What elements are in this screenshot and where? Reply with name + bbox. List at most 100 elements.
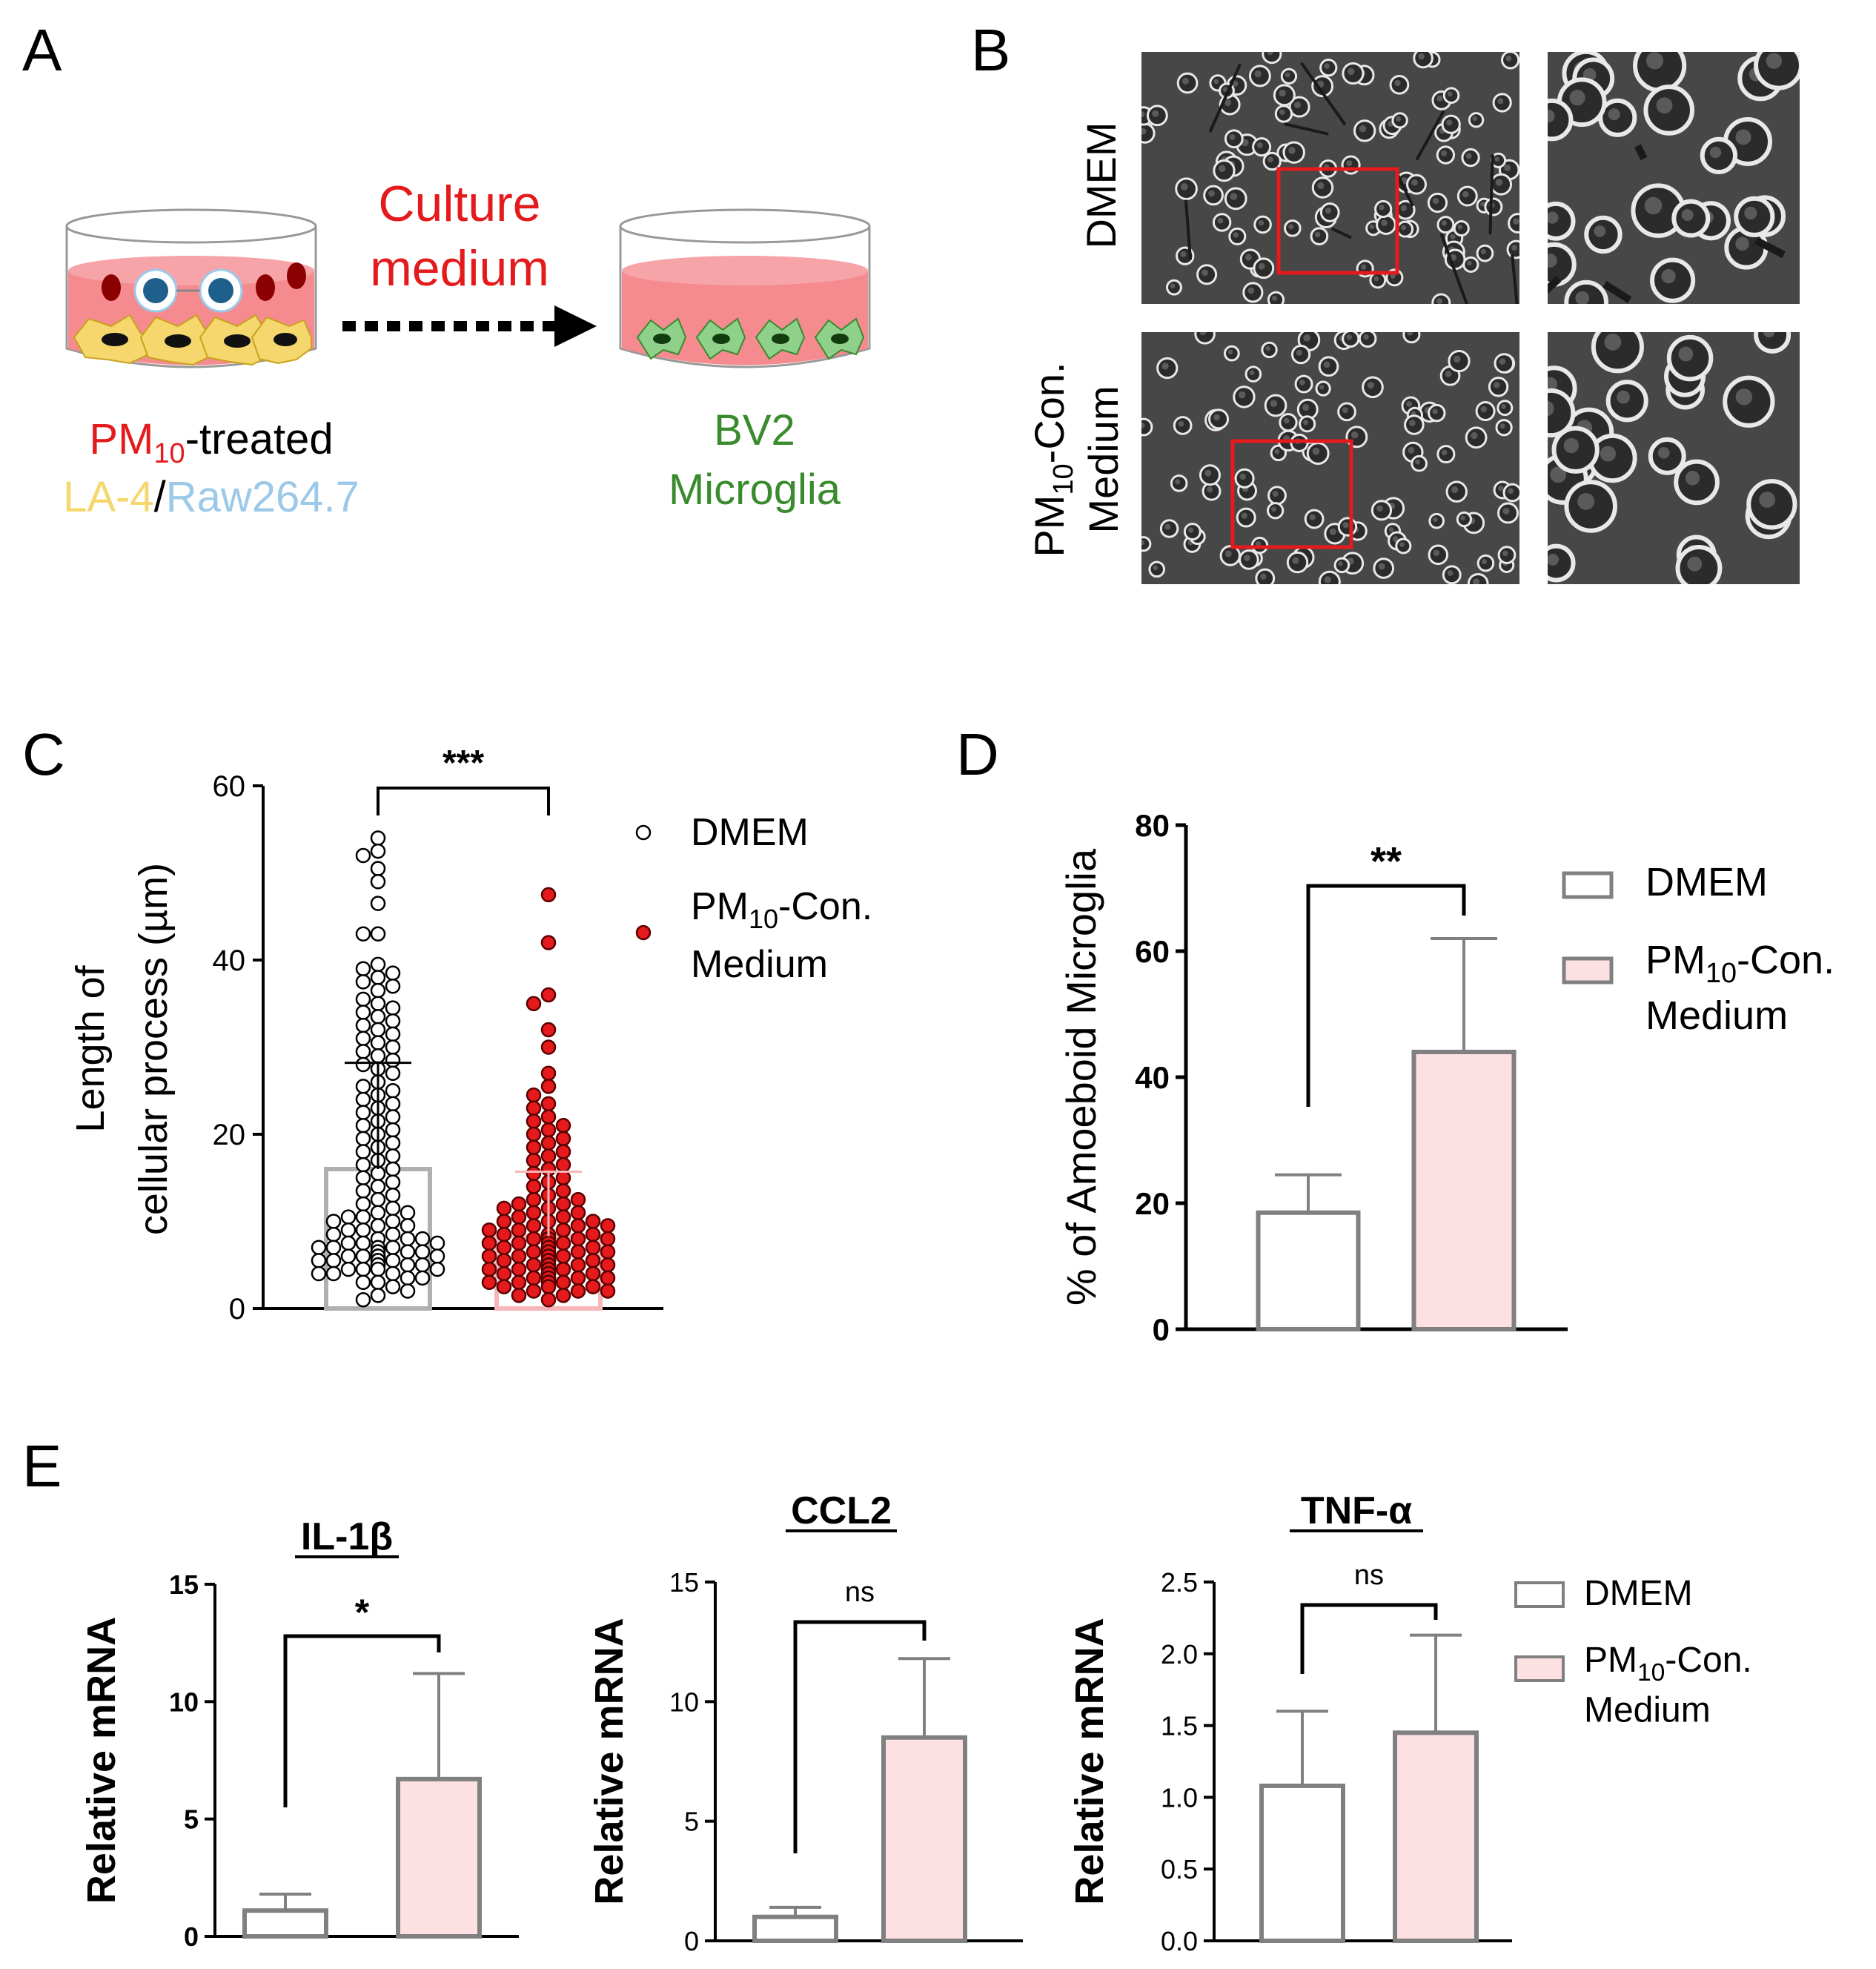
chart-title: CCL2 bbox=[791, 1489, 892, 1532]
data-point bbox=[385, 1039, 401, 1055]
data-point bbox=[555, 1118, 571, 1134]
significance-label: * bbox=[355, 1592, 370, 1633]
micrograph-pm-zoom bbox=[1548, 332, 1800, 584]
y-tick-label: 1.0 bbox=[1161, 1782, 1198, 1813]
y-tick-label: 5 bbox=[184, 1804, 199, 1835]
data-point bbox=[511, 1235, 527, 1251]
pm-particle bbox=[287, 262, 306, 289]
data-point bbox=[370, 970, 386, 985]
data-point bbox=[555, 1156, 571, 1173]
data-point bbox=[540, 1292, 557, 1308]
significance-bracket bbox=[1306, 884, 1466, 1107]
y-tick-label: 40 bbox=[213, 944, 246, 977]
source-dish bbox=[65, 208, 317, 368]
y-tick-label: 60 bbox=[213, 770, 246, 803]
data-point bbox=[570, 1231, 586, 1247]
y-tick-label: 0 bbox=[1153, 1312, 1170, 1347]
data-point bbox=[481, 1248, 497, 1264]
data-point bbox=[355, 1261, 371, 1277]
legend-label-dmem: DMEM bbox=[1645, 860, 1768, 904]
y-tick-label: 0.5 bbox=[1161, 1854, 1198, 1884]
bar-dmem bbox=[752, 1914, 838, 1944]
chart-title: TNF-α bbox=[1301, 1489, 1412, 1532]
data-point bbox=[355, 1079, 371, 1094]
y-tick-label: 20 bbox=[213, 1119, 246, 1151]
data-point bbox=[370, 1191, 386, 1208]
data-point bbox=[526, 1231, 542, 1247]
data-point bbox=[370, 1179, 386, 1194]
data-point bbox=[600, 1244, 616, 1260]
y-tick-label: 40 bbox=[1135, 1060, 1170, 1095]
data-point bbox=[355, 1274, 371, 1290]
data-point bbox=[429, 1261, 445, 1277]
micrograph-dmem-zoom bbox=[1548, 52, 1800, 304]
y-tick-label: 0 bbox=[184, 1922, 199, 1952]
data-point bbox=[540, 1022, 557, 1038]
data-point bbox=[325, 1214, 342, 1229]
data-point bbox=[385, 1279, 401, 1294]
data-point bbox=[600, 1270, 616, 1286]
panel-d-letter: D bbox=[956, 721, 999, 787]
data-point bbox=[555, 1261, 571, 1277]
chart-e-il1b: 0 5 10 15 Relative mRNA IL-1β * bbox=[79, 1515, 519, 1952]
data-point bbox=[385, 1265, 401, 1282]
data-point bbox=[526, 1126, 542, 1142]
data-point bbox=[540, 1079, 557, 1094]
data-point bbox=[355, 1196, 371, 1212]
data-point bbox=[570, 1270, 586, 1286]
data-point bbox=[400, 1270, 416, 1286]
y-axis-label: % of Amoeboid Microglia bbox=[1058, 848, 1104, 1306]
data-point bbox=[325, 1240, 342, 1255]
y-tick-label: 0 bbox=[229, 1293, 245, 1326]
data-point bbox=[370, 896, 386, 911]
data-point bbox=[570, 1257, 586, 1273]
target-label-line2: Microglia bbox=[669, 466, 841, 514]
data-point bbox=[585, 1253, 601, 1268]
data-point bbox=[370, 956, 386, 973]
legend-swatch-dmem bbox=[1562, 871, 1614, 899]
y-tick-label: 5 bbox=[684, 1807, 699, 1837]
legend-label-pm-line2: Medium bbox=[691, 943, 828, 986]
y-tick-label: 15 bbox=[169, 1569, 199, 1600]
data-point bbox=[414, 1257, 431, 1273]
data-point bbox=[526, 1191, 542, 1208]
data-point bbox=[370, 1022, 386, 1038]
data-point bbox=[355, 1005, 371, 1020]
micrograph-grid bbox=[1141, 52, 1800, 584]
data-point bbox=[355, 1209, 371, 1225]
data-point bbox=[370, 1288, 386, 1303]
data-point bbox=[355, 991, 371, 1007]
micrograph-pm-overview bbox=[1141, 332, 1519, 584]
chart-title: IL-1β bbox=[301, 1515, 393, 1558]
pm-particle bbox=[102, 274, 121, 301]
data-point bbox=[526, 1218, 542, 1234]
data-point bbox=[555, 1209, 571, 1225]
data-point bbox=[496, 1265, 512, 1282]
data-point bbox=[481, 1261, 497, 1277]
bar-pm bbox=[396, 1776, 482, 1939]
legend-label-pm-line1: PM10-Con. bbox=[691, 885, 872, 934]
data-point bbox=[555, 1288, 571, 1303]
data-point bbox=[385, 1226, 401, 1242]
y-tick-label: 2.5 bbox=[1161, 1567, 1198, 1598]
data-point bbox=[325, 1226, 342, 1242]
bar-dmem bbox=[1259, 1783, 1345, 1944]
data-point bbox=[526, 1179, 542, 1194]
arrow-label-line1: Culture bbox=[378, 176, 540, 232]
legend-marker bbox=[635, 924, 652, 941]
data-point bbox=[570, 1205, 586, 1220]
y-tick-label: 0.0 bbox=[1161, 1926, 1198, 1956]
data-point bbox=[555, 1183, 571, 1199]
data-point bbox=[355, 1091, 371, 1108]
data-point bbox=[370, 1218, 386, 1234]
data-point bbox=[600, 1283, 616, 1299]
bar-pm bbox=[1411, 1050, 1517, 1331]
data-point bbox=[400, 1218, 416, 1234]
data-point bbox=[511, 1274, 527, 1290]
chart-e-tnfa: 0.0 0.5 1.0 1.5 2.0 2.5 Relative mRNA TNF-α ns DM… bbox=[1067, 1489, 1752, 1956]
data-point bbox=[385, 1083, 401, 1099]
data-point bbox=[355, 847, 371, 864]
data-point bbox=[370, 1261, 386, 1277]
data-point bbox=[385, 1000, 401, 1016]
data-point bbox=[540, 935, 557, 950]
